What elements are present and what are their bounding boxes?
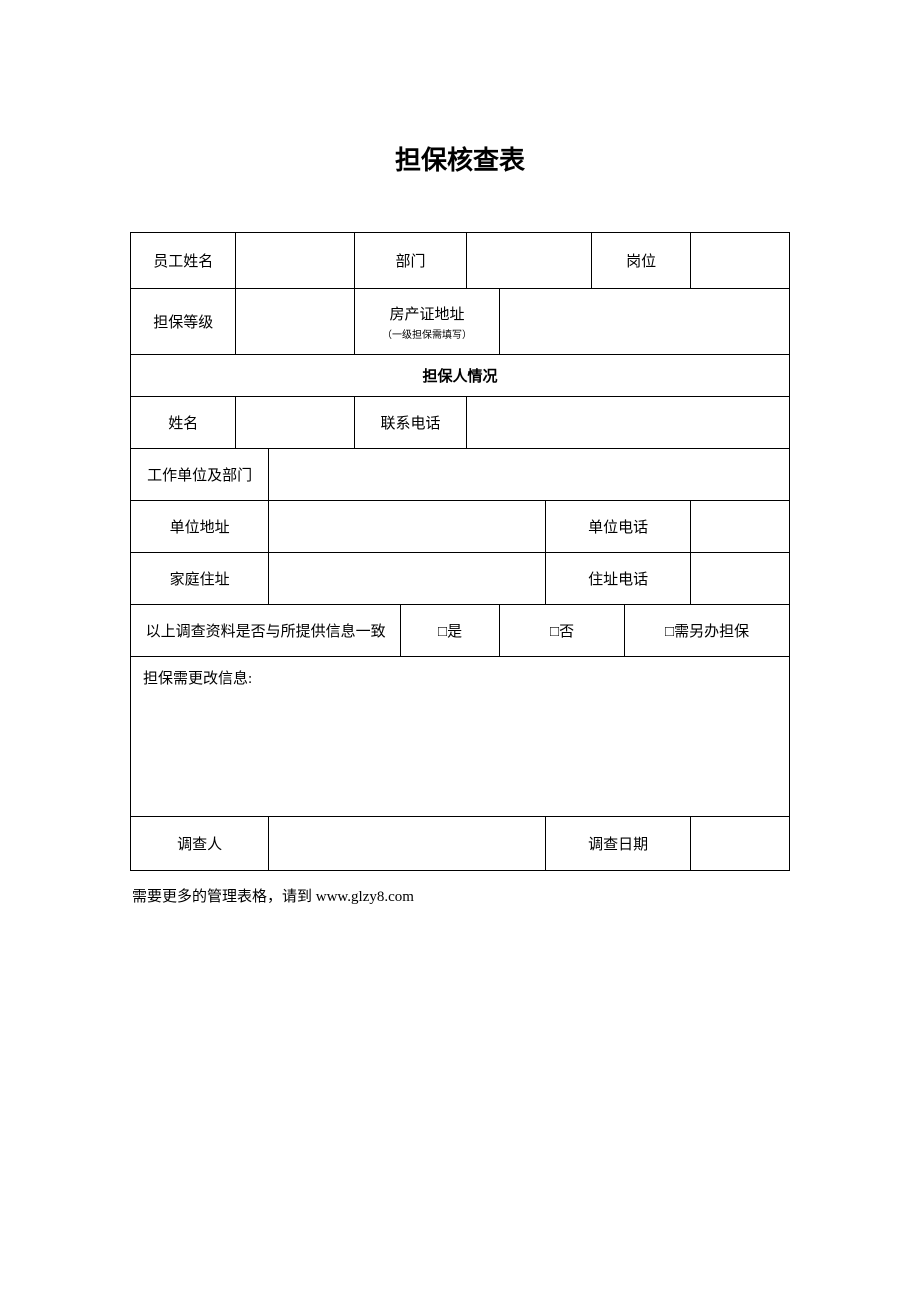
investigator-label: 调查人	[131, 817, 269, 871]
guarantor-name-label: 姓名	[131, 397, 236, 449]
contact-phone-value	[467, 397, 790, 449]
page-title: 担保核查表	[130, 140, 790, 177]
contact-phone-label: 联系电话	[355, 397, 467, 449]
unit-phone-label: 单位电话	[546, 501, 691, 553]
work-unit-label: 工作单位及部门	[131, 449, 269, 501]
table-row: 单位地址 单位电话	[131, 501, 790, 553]
table-row: 家庭住址 住址电话	[131, 553, 790, 605]
investigation-date-label: 调查日期	[546, 817, 691, 871]
home-phone-label: 住址电话	[546, 553, 691, 605]
option-yes-checkbox[interactable]: □是	[401, 605, 500, 657]
guarantor-name-value	[236, 397, 355, 449]
property-address-label: 房产证地址 （一级担保需填写）	[355, 289, 500, 355]
work-unit-value	[269, 449, 790, 501]
home-address-label: 家庭住址	[131, 553, 269, 605]
option-redo-checkbox[interactable]: □需另办担保	[625, 605, 790, 657]
guarantor-section-header: 担保人情况	[131, 355, 790, 397]
employee-name-value	[236, 233, 355, 289]
table-row: 姓名 联系电话	[131, 397, 790, 449]
table-row: 担保需更改信息:	[131, 657, 790, 817]
guarantee-level-label: 担保等级	[131, 289, 236, 355]
table-row: 工作单位及部门	[131, 449, 790, 501]
guarantee-level-value	[236, 289, 355, 355]
home-phone-value	[691, 553, 790, 605]
table-row: 担保等级 房产证地址 （一级担保需填写）	[131, 289, 790, 355]
position-value	[691, 233, 790, 289]
investigation-date-value	[691, 817, 790, 871]
home-address-value	[269, 553, 546, 605]
investigator-value	[269, 817, 546, 871]
table-row: 担保人情况	[131, 355, 790, 397]
unit-phone-value	[691, 501, 790, 553]
table-row: 以上调查资料是否与所提供信息一致 □是 □否 □需另办担保	[131, 605, 790, 657]
option-no-checkbox[interactable]: □否	[499, 605, 624, 657]
position-label: 岗位	[592, 233, 691, 289]
change-info-label: 担保需更改信息:	[143, 671, 252, 687]
property-address-value	[499, 289, 789, 355]
table-row: 员工姓名 部门 岗位	[131, 233, 790, 289]
guarantee-verification-table: 员工姓名 部门 岗位 担保等级 房产证地址 （一级担保需填写） 担保人情况 姓名…	[130, 232, 790, 871]
property-address-text: 房产证地址	[389, 307, 464, 323]
change-info-cell: 担保需更改信息:	[131, 657, 790, 817]
footer-note: 需要更多的管理表格，请到 www.glzy8.com	[132, 885, 790, 906]
unit-address-value	[269, 501, 546, 553]
unit-address-label: 单位地址	[131, 501, 269, 553]
consistency-question-label: 以上调查资料是否与所提供信息一致	[131, 605, 401, 657]
property-address-note: （一级担保需填写）	[359, 326, 495, 341]
department-value	[467, 233, 592, 289]
department-label: 部门	[355, 233, 467, 289]
employee-name-label: 员工姓名	[131, 233, 236, 289]
table-row: 调查人 调查日期	[131, 817, 790, 871]
